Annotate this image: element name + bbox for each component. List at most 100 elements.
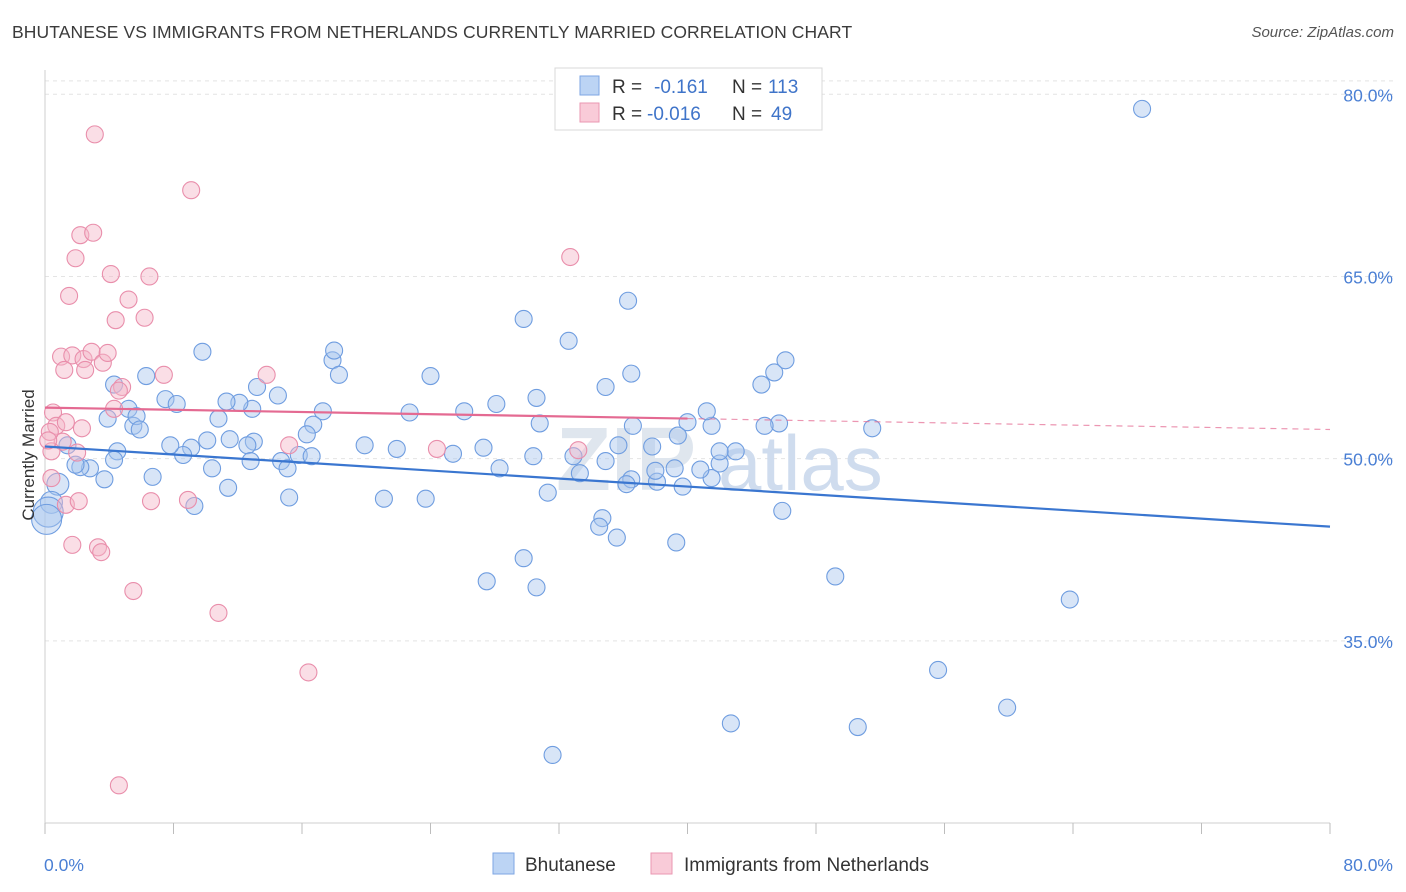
netherlands-point <box>106 311 125 330</box>
bhutanese-point <box>455 402 474 421</box>
bhutanese-points <box>31 99 1152 765</box>
bhutanese-point <box>167 394 186 414</box>
grid-lines <box>45 80 1395 642</box>
bhutanese-point <box>198 431 217 450</box>
bottom-legend-swatch-bhutanese <box>492 852 515 875</box>
bhutanese-point <box>538 483 557 502</box>
legend-swatch-netherlands <box>579 102 600 123</box>
y-axis-label: Currently Married <box>19 389 38 520</box>
bhutanese-point <box>765 363 784 382</box>
bhutanese-point <box>1060 590 1079 609</box>
bhutanese-point <box>477 572 496 591</box>
bhutanese-point <box>490 459 509 478</box>
bhutanese-point <box>297 425 316 444</box>
bhutanese-point <box>355 436 374 455</box>
netherlands-point <box>124 581 143 601</box>
legend: R = -0.161 N = 113 R = -0.016 N = 49 <box>554 67 823 131</box>
bhutanese-point <box>304 415 323 434</box>
bhutanese-point <box>487 394 506 414</box>
netherlands-point <box>569 441 588 460</box>
bhutanese-point <box>238 436 257 455</box>
netherlands-point <box>109 381 128 400</box>
y-tick-label: 35.0% <box>1343 632 1393 652</box>
bhutanese-point <box>203 459 222 478</box>
netherlands-point <box>119 290 138 309</box>
x-tick-labels: 0.0% 80.0% <box>44 855 1393 875</box>
netherlands-point <box>55 360 74 380</box>
bhutanese-point <box>590 517 609 536</box>
netherlands-point <box>88 538 108 557</box>
bhutanese-point <box>241 452 260 471</box>
netherlands-point <box>68 443 87 462</box>
bhutanese-point <box>278 459 297 478</box>
bhutanese-point <box>95 470 114 489</box>
y-tick-label: 50.0% <box>1343 450 1393 470</box>
source-label: Source: ZipAtlas.com <box>1251 24 1394 41</box>
bhutanese-point <box>607 528 626 547</box>
netherlands-point <box>140 267 159 286</box>
bhutanese-point <box>826 567 845 586</box>
bhutanese-point <box>755 416 774 435</box>
bhutanese-point <box>387 439 406 458</box>
bhutanese-point <box>543 745 562 765</box>
legend-n-value-1: 113 <box>768 77 798 98</box>
netherlands-points <box>39 125 588 795</box>
netherlands-point <box>257 365 276 384</box>
bhutanese-point <box>143 467 162 486</box>
bhutanese-point <box>697 402 716 421</box>
bhutanese-point <box>643 437 662 456</box>
netherlands-point <box>60 286 79 305</box>
bhutanese-point <box>280 488 299 507</box>
netherlands-point <box>182 181 201 200</box>
netherlands-point <box>561 247 580 267</box>
legend-r-value-1: -0.161 <box>654 77 708 98</box>
netherlands-point <box>154 365 173 384</box>
bhutanese-point <box>527 388 546 407</box>
bhutanese-point <box>329 365 348 384</box>
bhutanese-point <box>998 698 1017 717</box>
bhutanese-point <box>646 461 665 480</box>
netherlands-point <box>42 469 61 488</box>
bhutanese-point <box>665 459 684 478</box>
netherlands-point <box>72 419 91 438</box>
bhutanese-point <box>929 660 948 680</box>
bhutanese-point <box>302 447 321 466</box>
netherlands-point <box>280 436 299 455</box>
bhutanese-point <box>691 460 710 479</box>
x-tick-label: 80.0% <box>1343 855 1393 875</box>
y-tick-labels: 35.0% 50.0% 65.0% 80.0% <box>1343 85 1393 652</box>
netherlands-point <box>63 535 82 554</box>
bhutanese-point <box>527 578 546 597</box>
bhutanese-point <box>773 501 792 520</box>
bhutanese-point <box>80 459 100 478</box>
bhutanese-point <box>443 444 463 463</box>
netherlands-point <box>63 346 82 365</box>
bhutanese-point <box>209 409 228 428</box>
bhutanese-point <box>31 503 63 535</box>
bottom-legend-swatch-netherlands <box>650 852 673 875</box>
bhutanese-point <box>710 442 729 461</box>
y-tick-label: 80.0% <box>1343 85 1393 105</box>
bhutanese-point <box>156 390 175 409</box>
bhutanese-point <box>127 407 146 426</box>
bhutanese-point <box>325 341 344 360</box>
y-tick-label: 65.0% <box>1343 267 1393 287</box>
bhutanese-point <box>668 426 687 445</box>
netherlands-point <box>135 308 154 327</box>
bottom-legend: Bhutanese Immigrants from Netherlands <box>492 852 929 876</box>
bottom-legend-netherlands: Immigrants from Netherlands <box>684 855 929 876</box>
netherlands-point <box>85 125 104 144</box>
bhutanese-point <box>416 489 435 508</box>
netherlands-trend-extension <box>687 417 1331 431</box>
bhutanese-point <box>514 309 533 329</box>
bhutanese-point <box>752 375 771 394</box>
netherlands-point <box>209 603 228 622</box>
legend-r-value-2: -0.016 <box>647 104 701 125</box>
legend-r-label-2: R = <box>612 104 642 125</box>
x-tick-label: 0.0% <box>44 855 84 875</box>
bhutanese-point <box>667 533 686 552</box>
netherlands-point <box>84 223 103 242</box>
bhutanese-point <box>1133 99 1152 118</box>
bhutanese-point <box>622 364 641 383</box>
